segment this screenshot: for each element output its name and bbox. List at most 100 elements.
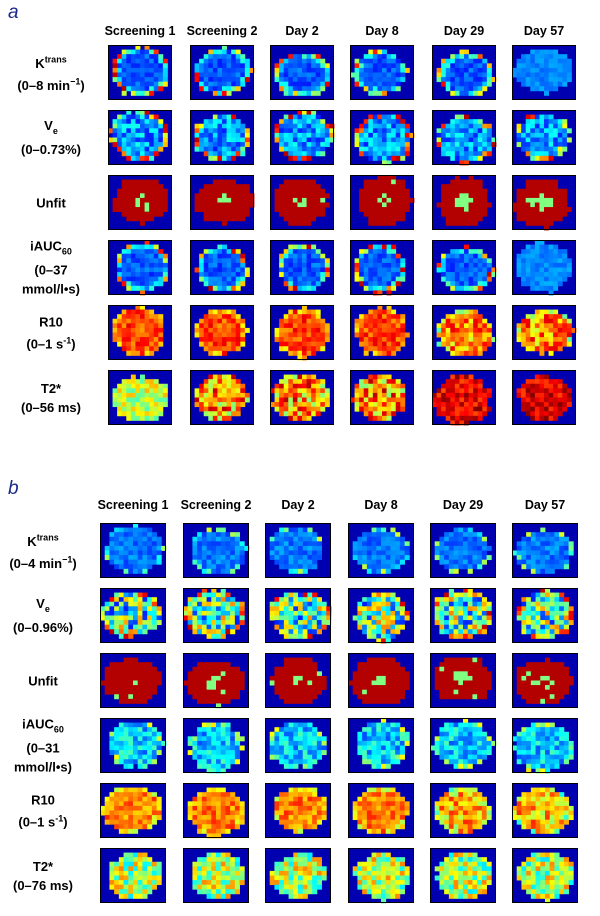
map-pixel [441, 272, 446, 277]
map-pixel [128, 555, 133, 560]
map-pixel [478, 342, 483, 347]
map-pixel [195, 388, 200, 393]
map-pixel [353, 555, 358, 560]
map-pixel [316, 281, 321, 286]
map-pixel [208, 133, 213, 138]
map-pixel [131, 212, 136, 217]
map-pixel [131, 50, 136, 55]
map-pixel [311, 212, 316, 217]
map-pixel [530, 277, 535, 282]
map-pixel [521, 611, 526, 616]
map-pixel [131, 142, 136, 147]
map-pixel [446, 333, 451, 338]
map-pixel [382, 245, 387, 250]
map-pixel [464, 180, 469, 185]
map-pixel [124, 699, 129, 704]
map-pixel [446, 193, 451, 198]
map-pixel [459, 207, 464, 212]
map-pixel [149, 59, 154, 64]
map-pixel [140, 180, 145, 185]
map-pixel [240, 68, 245, 73]
map-pixel [311, 198, 316, 203]
map-pixel [293, 411, 298, 416]
map-pixel [472, 537, 477, 542]
map-pixel [359, 319, 364, 324]
map-pixel [391, 337, 396, 342]
map-pixel [297, 151, 302, 156]
map-pixel [221, 611, 226, 616]
map-pixel [454, 611, 459, 616]
map-pixel [530, 73, 535, 78]
map-pixel [482, 346, 487, 351]
map-pixel [211, 532, 216, 537]
map-pixel [539, 54, 544, 59]
map-pixel [535, 212, 540, 217]
map-pixel [208, 281, 213, 286]
map-pixel [298, 541, 303, 546]
map-pixel [536, 541, 541, 546]
map-pixel [355, 128, 360, 133]
map-pixel [562, 337, 567, 342]
map-pixel [307, 388, 312, 393]
map-pixel [307, 541, 312, 546]
map-pixel [376, 616, 381, 621]
map-pixel [302, 138, 307, 143]
parameter-map [190, 240, 254, 295]
map-pixel [526, 555, 531, 560]
map-pixel [478, 393, 483, 398]
map-pixel [311, 151, 316, 156]
map-pixel [395, 541, 400, 546]
map-pixel [477, 593, 482, 598]
map-pixel [400, 212, 405, 217]
map-pixel [221, 667, 226, 672]
map-pixel [478, 254, 483, 259]
map-pixel [133, 667, 138, 672]
map-pixel [245, 63, 250, 68]
map-pixel [204, 63, 209, 68]
map-pixel [558, 263, 563, 268]
map-pixel [240, 555, 245, 560]
map-pixel [240, 393, 245, 398]
map-pixel [455, 314, 460, 319]
map-pixel [284, 198, 289, 203]
map-pixel [222, 411, 227, 416]
map-pixel [553, 407, 558, 412]
map-pixel [213, 263, 218, 268]
map-pixel [373, 216, 378, 221]
map-pixel [307, 63, 312, 68]
map-pixel [140, 281, 145, 286]
map-pixel [293, 310, 298, 315]
map-pixel [377, 416, 382, 421]
map-pixel [449, 564, 454, 569]
map-pixel [197, 602, 202, 607]
map-pixel [373, 193, 378, 198]
map-pixel [117, 82, 122, 87]
map-pixel [213, 50, 218, 55]
map-pixel [373, 323, 378, 328]
map-pixel [240, 212, 245, 217]
map-pixel [521, 541, 526, 546]
map-pixel [396, 384, 401, 389]
map-pixel [126, 156, 131, 161]
map-pixel [222, 156, 227, 161]
map-pixel [322, 611, 327, 616]
map-pixel [468, 541, 473, 546]
map-pixel [530, 193, 535, 198]
map-pixel [307, 263, 312, 268]
map-pixel [207, 597, 212, 602]
map-pixel [364, 281, 369, 286]
map-pixel [235, 564, 240, 569]
map-pixel [311, 268, 316, 273]
map-pixel [154, 124, 159, 129]
map-pixel [359, 314, 364, 319]
map-pixel [274, 597, 279, 602]
map-pixel [395, 616, 400, 621]
map-pixel [482, 597, 487, 602]
map-pixel [549, 254, 554, 259]
map-pixel [400, 620, 405, 625]
map-pixel [558, 258, 563, 263]
map-pixel [240, 133, 245, 138]
map-pixel [368, 342, 373, 347]
map-pixel [131, 147, 136, 152]
map-pixel [312, 602, 317, 607]
